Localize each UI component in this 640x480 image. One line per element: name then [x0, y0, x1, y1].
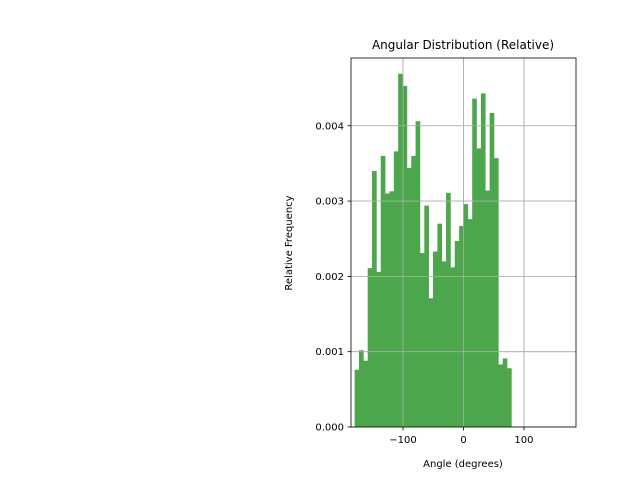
x-tick-label: 0 — [460, 435, 466, 446]
histogram-bar — [406, 167, 412, 427]
histogram-bar — [398, 73, 403, 428]
y-axis-ticks: 0.000 0.001 0.002 0.003 0.004 — [315, 121, 351, 434]
histogram-bar — [372, 170, 377, 428]
x-tick-label: 100 — [514, 435, 533, 446]
histogram-bar — [467, 219, 473, 427]
histogram-bar — [358, 350, 364, 427]
y-axis-label: Relative Frequency — [284, 195, 295, 290]
histogram-bar — [489, 112, 495, 427]
histogram-bar — [367, 268, 373, 427]
histogram-bar — [441, 261, 447, 427]
histogram-bar — [411, 155, 416, 428]
histogram-bar — [507, 368, 512, 427]
histogram-bar — [463, 204, 469, 427]
histogram-bar — [402, 85, 408, 427]
histogram-bar — [385, 193, 390, 427]
histogram-bar — [437, 223, 443, 427]
y-tick-label: 0.003 — [315, 197, 344, 208]
x-axis-label: Angle (degrees) — [423, 459, 503, 470]
histogram-bar — [363, 360, 368, 427]
chart-title: Angular Distribution (Relative) — [372, 38, 554, 52]
histogram-bar — [380, 155, 386, 428]
histogram-bar — [389, 191, 395, 427]
histogram-bar — [502, 358, 508, 427]
histogram-bar — [419, 253, 425, 427]
histogram-bar — [446, 192, 451, 427]
y-tick-label: 0.002 — [315, 272, 344, 283]
histogram-bar — [354, 369, 360, 427]
histogram-bar — [428, 298, 434, 427]
x-tick-label: −100 — [389, 435, 416, 446]
histogram-bar — [493, 158, 499, 427]
histogram-bar — [476, 148, 482, 427]
histogram-bar — [459, 225, 464, 427]
y-tick-label: 0.004 — [315, 121, 344, 132]
y-tick-label: 0.000 — [315, 423, 344, 434]
histogram-bar — [485, 190, 490, 427]
histogram-bar — [415, 121, 421, 427]
histogram-bar — [376, 271, 382, 427]
y-tick-label: 0.001 — [315, 347, 344, 358]
histogram-bar — [450, 267, 456, 427]
histogram-bar — [480, 93, 486, 428]
histogram-bar — [472, 98, 477, 427]
histogram-bar — [433, 251, 438, 427]
histogram-bars — [354, 73, 512, 428]
histogram-bar — [424, 205, 429, 427]
x-axis-ticks: −100 0 100 — [389, 427, 534, 446]
histogram-bar — [454, 240, 460, 427]
histogram-bar — [393, 151, 399, 428]
histogram-bar — [498, 364, 503, 427]
